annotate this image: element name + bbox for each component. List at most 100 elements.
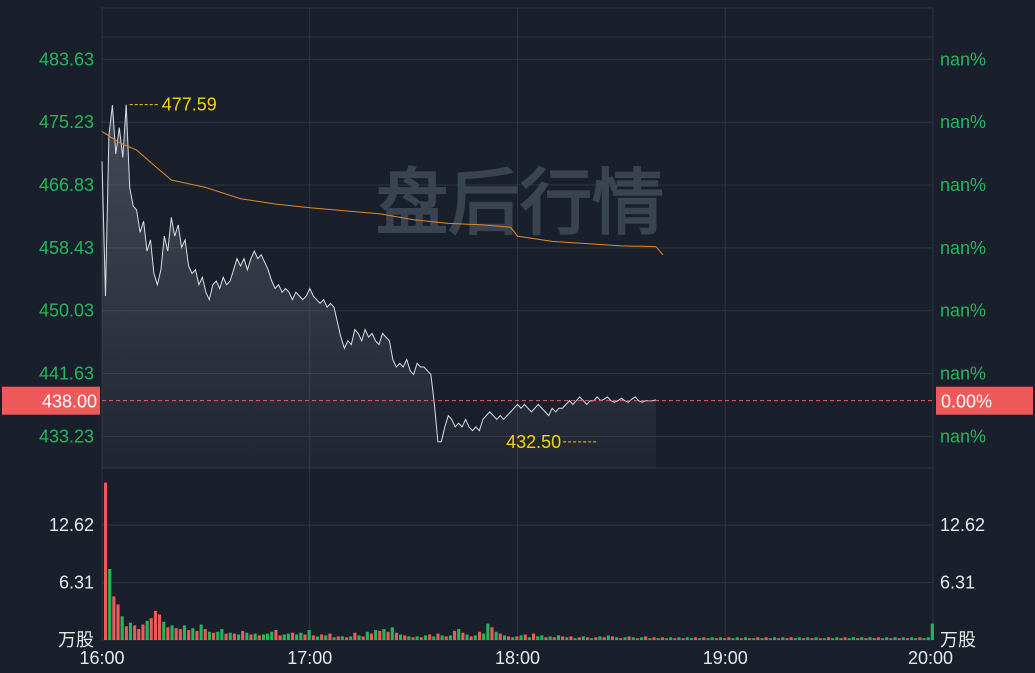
volume-bar bbox=[926, 637, 930, 640]
volume-bar bbox=[577, 637, 581, 640]
volume-bar bbox=[457, 629, 461, 640]
volume-bar bbox=[914, 638, 918, 640]
volume-bar bbox=[162, 621, 166, 640]
volume-bar bbox=[266, 633, 270, 640]
volume-bar bbox=[212, 632, 216, 640]
volume-bar bbox=[727, 637, 731, 640]
volume-bar bbox=[640, 637, 644, 640]
y-tick-label-right: nan% bbox=[940, 364, 986, 384]
volume-bar bbox=[166, 627, 170, 640]
volume-bar bbox=[910, 637, 914, 640]
reference-percent-box bbox=[936, 386, 1033, 415]
volume-bar bbox=[311, 635, 315, 640]
volume-bar bbox=[752, 638, 756, 640]
y-tick-label-right: nan% bbox=[940, 301, 986, 321]
volume-bar bbox=[706, 638, 710, 640]
volume-bar bbox=[249, 634, 253, 640]
volume-bar bbox=[274, 630, 278, 640]
volume-bar bbox=[411, 637, 415, 640]
volume-bar bbox=[573, 638, 577, 640]
volume-bar bbox=[415, 636, 419, 640]
volume-bar bbox=[158, 614, 162, 640]
volume-bar bbox=[930, 623, 934, 640]
volume-unit-right: 万股 bbox=[940, 630, 976, 650]
volume-bar bbox=[635, 638, 639, 640]
volume-bar bbox=[278, 635, 282, 640]
volume-bar bbox=[498, 633, 502, 640]
volume-bar bbox=[403, 635, 407, 640]
volume-bar bbox=[694, 637, 698, 640]
volume-bar bbox=[353, 632, 357, 640]
x-tick-label: 18:00 bbox=[495, 648, 540, 668]
volume-bar bbox=[586, 637, 590, 640]
volume-bar bbox=[569, 636, 573, 640]
volume-bar bbox=[307, 630, 311, 640]
high-price-label: 477.59 bbox=[162, 95, 217, 115]
y-tick-label-left: 458.43 bbox=[39, 238, 94, 258]
volume-bar bbox=[444, 636, 448, 640]
volume-bar bbox=[764, 637, 768, 640]
volume-bar bbox=[116, 604, 120, 640]
volume-bar bbox=[245, 632, 249, 640]
volume-bar bbox=[486, 623, 490, 640]
volume-bar bbox=[785, 638, 789, 640]
volume-bar bbox=[108, 569, 112, 640]
volume-bar bbox=[432, 636, 436, 640]
volume-bar bbox=[332, 637, 336, 640]
volume-bar bbox=[756, 637, 760, 640]
volume-bar bbox=[394, 632, 398, 640]
volume-bar bbox=[220, 629, 224, 640]
volume-bar bbox=[419, 637, 423, 640]
volume-bar bbox=[399, 634, 403, 640]
lines bbox=[101, 104, 933, 443]
volume-bar bbox=[469, 636, 473, 640]
volume-bar bbox=[685, 637, 689, 640]
volume-bar bbox=[141, 624, 145, 640]
annotations: 477.59 432.50 bbox=[129, 95, 598, 452]
volume-bar bbox=[710, 637, 714, 640]
volume-bar bbox=[257, 635, 261, 640]
volume-bar bbox=[673, 638, 677, 640]
volume-bar bbox=[814, 637, 818, 640]
volume-bar bbox=[773, 637, 777, 640]
volume-bar bbox=[818, 638, 822, 640]
volume-bar bbox=[590, 638, 594, 640]
volume-bar bbox=[104, 482, 108, 640]
volume-bar bbox=[345, 637, 349, 640]
price-area bbox=[102, 104, 656, 468]
volume-bar bbox=[270, 631, 274, 640]
volume-bar bbox=[286, 633, 290, 640]
volume-bar bbox=[831, 638, 835, 640]
volume-bar bbox=[428, 634, 432, 640]
volume-bar bbox=[881, 638, 885, 640]
volume-bar bbox=[536, 636, 540, 640]
volume-bar bbox=[199, 624, 203, 640]
volume-bar bbox=[718, 637, 722, 640]
volume-bar bbox=[149, 618, 153, 640]
volume-bar bbox=[295, 634, 299, 640]
axes: 483.63 475.23 466.83 458.43 450.03 441.63 433.… bbox=[2, 49, 1033, 668]
x-tick-label: 20:00 bbox=[908, 648, 953, 668]
volume-bar bbox=[540, 635, 544, 640]
volume-bar bbox=[847, 638, 851, 640]
volume-bar bbox=[440, 635, 444, 640]
volume-bar bbox=[241, 630, 245, 640]
volume-bar bbox=[594, 637, 598, 640]
y-tick-label-left: 433.23 bbox=[39, 426, 94, 446]
volume-bar bbox=[623, 637, 627, 640]
volume-bar bbox=[606, 635, 610, 640]
volume-bar bbox=[922, 638, 926, 640]
volume-bar bbox=[228, 632, 232, 640]
volume-bar bbox=[170, 625, 174, 640]
volume-bar bbox=[731, 638, 735, 640]
volume-bar bbox=[864, 638, 868, 640]
volume-bar bbox=[253, 633, 257, 640]
volume-bar bbox=[885, 637, 889, 640]
volume-tick-label-left: 6.31 bbox=[59, 573, 94, 593]
volume-bar bbox=[905, 638, 909, 640]
volume-bar bbox=[299, 632, 303, 640]
volume-bar bbox=[461, 632, 465, 640]
volume-bar bbox=[619, 638, 623, 640]
volume-bar bbox=[436, 633, 440, 640]
